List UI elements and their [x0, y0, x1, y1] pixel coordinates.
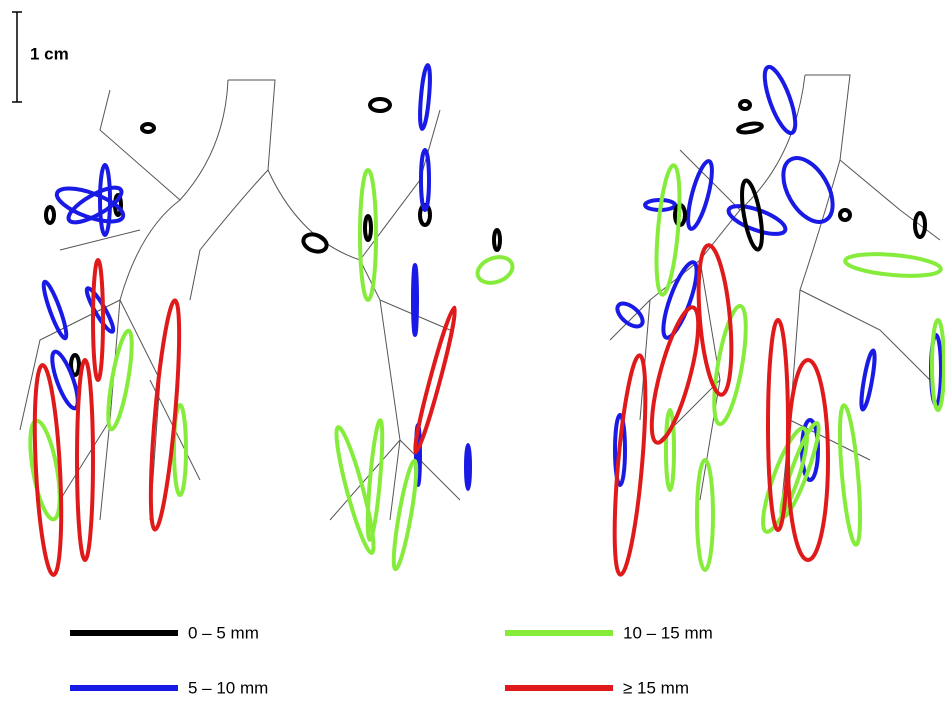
- motion-loop: [840, 210, 850, 220]
- motion-loop: [466, 445, 470, 489]
- legend-label: 0 – 5 mm: [188, 623, 259, 642]
- figure: 1 cm 0 – 5 mm 5 – 10 mm 10 – 15 mm ≥ 15 mm: [0, 0, 945, 703]
- motion-loop: [301, 231, 329, 254]
- bronchial-tree-right: [610, 75, 940, 520]
- motion-loop: [613, 299, 646, 331]
- motion-loop: [738, 179, 766, 251]
- legend-label: 5 – 10 mm: [188, 678, 268, 697]
- motion-loop: [859, 350, 877, 410]
- motion-loop: [697, 460, 713, 570]
- legend-label: ≥ 15 mm: [623, 678, 689, 697]
- motion-loop: [740, 101, 750, 109]
- motion-loop: [421, 150, 429, 210]
- motion-loop: [683, 159, 717, 231]
- motion-loop: [103, 329, 136, 430]
- motion-loop: [40, 280, 70, 340]
- scale-bar: 1 cm: [12, 12, 69, 102]
- motion-loop: [31, 365, 66, 576]
- legend-label: 10 – 15 mm: [623, 623, 713, 642]
- motion-loop: [773, 150, 843, 231]
- motion-loop: [390, 460, 421, 570]
- motion-loop: [494, 230, 500, 250]
- motion-loop: [413, 265, 417, 335]
- motion-loop: [474, 253, 516, 288]
- motion-loop: [759, 64, 802, 137]
- legend: 0 – 5 mm 5 – 10 mm 10 – 15 mm ≥ 15 mm: [70, 623, 713, 697]
- motion-loop: [768, 320, 788, 530]
- motion-loop: [844, 251, 941, 279]
- motion-loops: [24, 64, 944, 576]
- motion-loop: [418, 65, 432, 129]
- motion-loop: [142, 124, 154, 132]
- motion-loop: [365, 216, 371, 240]
- motion-loop: [46, 207, 54, 223]
- motion-loop: [411, 306, 459, 453]
- scale-label: 1 cm: [30, 44, 69, 63]
- motion-loop: [360, 170, 376, 300]
- motion-loop: [836, 405, 864, 546]
- motion-loop: [370, 99, 390, 111]
- motion-loop: [365, 420, 385, 540]
- motion-loop: [737, 122, 762, 134]
- bronchial-tree-left: [20, 80, 460, 520]
